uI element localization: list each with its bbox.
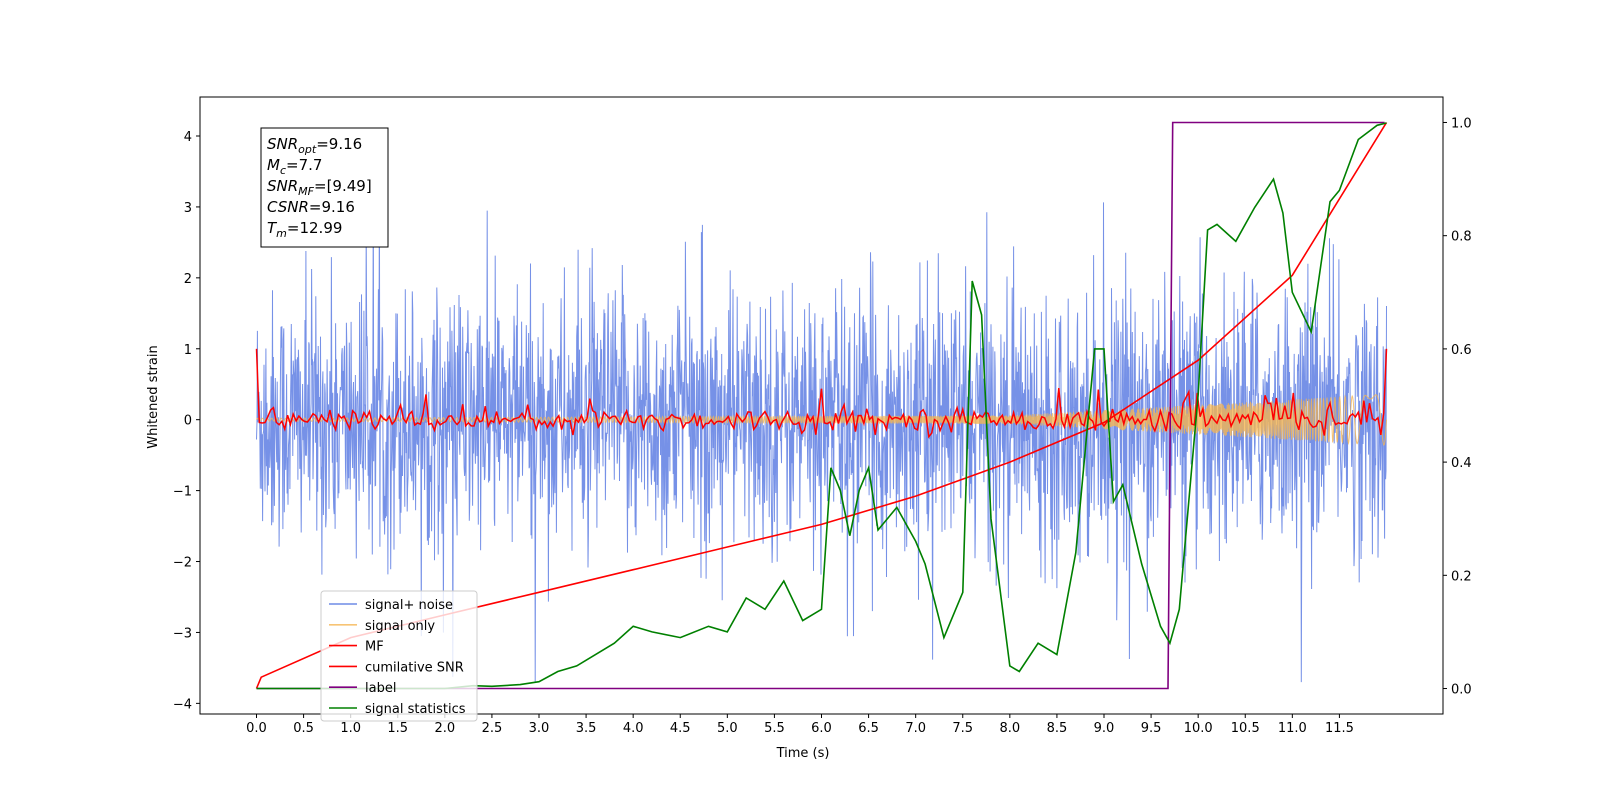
y-tick-label: 1 <box>184 343 192 358</box>
x-tick-label: 5.5 <box>764 721 785 736</box>
y-right-tick-label: 0.0 <box>1451 683 1472 698</box>
y-tick-label: 4 <box>184 130 192 145</box>
x-tick-label: 8.0 <box>999 721 1020 736</box>
y-right-tick-label: 0.8 <box>1451 230 1472 245</box>
annotation-line: Mc=7.7 <box>267 156 322 177</box>
y-tick-label: −2 <box>173 556 192 571</box>
x-tick-label: 11.0 <box>1278 721 1307 736</box>
y-tick-label: −4 <box>173 697 192 712</box>
legend: signal+ noise signal only MF cumilative SNR… <box>320 590 478 722</box>
y-tick-label: −3 <box>173 626 192 641</box>
x-tick-label: 4.5 <box>670 721 691 736</box>
y-right-tick-label: 0.2 <box>1451 569 1472 584</box>
legend-label: signal only <box>365 619 435 634</box>
y-tick-label: 0 <box>184 414 192 429</box>
series-signal-statistics <box>256 122 1387 690</box>
x-tick-label: 4.0 <box>623 721 644 736</box>
x-tick-label: 3.0 <box>529 721 550 736</box>
x-tick-label: 2.5 <box>482 721 503 736</box>
x-tick-label: 7.0 <box>905 721 926 736</box>
legend-label: label <box>365 681 396 696</box>
x-tick-label: 0.0 <box>246 721 267 736</box>
x-tick-label: 11.5 <box>1325 721 1354 736</box>
annotation-line: SNRopt=9.16 <box>267 135 362 156</box>
x-tick-label: 7.5 <box>952 721 973 736</box>
legend-label: signal+ noise <box>365 598 453 613</box>
y-right-tick-label: 0.6 <box>1451 343 1472 358</box>
x-tick-label: 2.0 <box>434 721 455 736</box>
legend-label: MF <box>365 640 384 655</box>
x-tick-label: 5.0 <box>717 721 738 736</box>
x-axis-label: Time (s) <box>776 746 830 761</box>
x-tick-label: 1.0 <box>340 721 361 736</box>
x-tick-label: 3.5 <box>576 721 597 736</box>
y-tick-label: 3 <box>184 201 192 216</box>
x-tick-label: 0.5 <box>293 721 314 736</box>
annotation-frame <box>260 127 389 248</box>
y-axis-label: Whitened strain <box>146 345 161 448</box>
legend-label: signal statistics <box>365 702 466 717</box>
y-tick-label: −1 <box>173 485 192 500</box>
legend-frame <box>320 590 478 722</box>
x-tick-label: 9.5 <box>1141 721 1162 736</box>
annotation-line: Tm=12.99 <box>267 219 342 240</box>
x-tick-label: 10.0 <box>1184 721 1213 736</box>
x-tick-label: 9.0 <box>1094 721 1115 736</box>
annotation-line: SNRMF=[9.49] <box>267 177 372 198</box>
x-tick-label: 10.5 <box>1231 721 1260 736</box>
series-label <box>256 121 1385 690</box>
axes: Time (s) Whitened strain 0.0 0.5 1.0 1.5 2.0… <box>146 96 1472 761</box>
y-right-tick-label: 0.4 <box>1451 456 1472 471</box>
y-tick-label: 2 <box>184 272 192 287</box>
x-tick-label: 6.5 <box>858 721 879 736</box>
x-tick-label: 1.5 <box>387 721 408 736</box>
x-tick-label: 8.5 <box>1047 721 1068 736</box>
annotation-line: CSNR=9.16 <box>267 198 355 216</box>
legend-label: cumilative SNR <box>365 660 464 675</box>
x-tick-label: 6.0 <box>811 721 832 736</box>
y-right-tick-label: 1.0 <box>1451 116 1472 131</box>
